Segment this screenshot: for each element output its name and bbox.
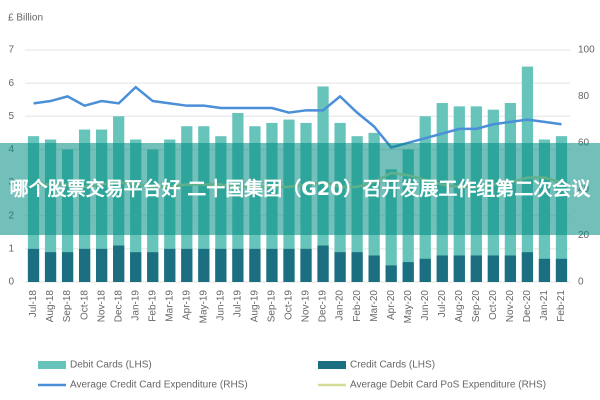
x-tick-label: Aug-20: [454, 290, 465, 323]
y2-tick-label: 0: [578, 277, 584, 288]
x-tick-label: Sep-20: [471, 290, 482, 323]
legend-swatch: [38, 361, 66, 369]
x-tick-label: Nov-18: [96, 290, 107, 323]
x-tick-label: Feb-19: [147, 290, 158, 322]
y2-tick-label: 80: [578, 91, 590, 102]
bar: [283, 248, 295, 282]
x-tick-label: Jan-20: [335, 290, 346, 321]
bar: [487, 255, 499, 282]
y2-tick-label: 20: [578, 230, 590, 241]
x-tick-label: Feb-20: [352, 290, 363, 322]
bar: [61, 252, 74, 282]
y-tick-label: 7: [8, 45, 14, 56]
x-tick-label: Oct-18: [79, 290, 90, 320]
bar: [215, 248, 227, 282]
y-tick-label: 1: [8, 243, 14, 254]
x-tick-label: Oct-20: [488, 290, 499, 320]
x-tick-label: Jan-21: [539, 290, 550, 321]
bar: [555, 258, 568, 282]
bar: [419, 258, 431, 282]
x-tick-label: Nov-19: [301, 290, 312, 323]
bar: [402, 262, 414, 282]
bar: [453, 255, 465, 282]
bar: [44, 252, 57, 282]
bar: [351, 252, 363, 282]
bar: [504, 255, 517, 282]
x-tick-label: Jul-18: [28, 290, 39, 318]
legend-label: Average Credit Card Expenditure (RHS): [70, 380, 248, 391]
x-tick-label: Aug-18: [45, 290, 56, 323]
bar: [181, 248, 193, 282]
y-tick-label: 5: [8, 111, 14, 122]
line: [33, 85, 562, 149]
bar: [521, 252, 534, 282]
overlay-banner: 哪个股票交易平台好 二十国集团（G20）召开发展工作组第二次会议: [0, 143, 600, 235]
legend-label: Debit Cards (LHS): [70, 360, 152, 371]
x-tick-label: Dec-18: [113, 290, 124, 323]
x-tick-label: Jan-19: [130, 290, 141, 321]
x-tick-label: Apr-19: [181, 290, 192, 320]
bar: [232, 248, 244, 282]
y-tick-label: 0: [8, 277, 14, 288]
y2-tick-label: 100: [578, 45, 595, 56]
bar: [436, 255, 448, 282]
x-tick-label: Apr-20: [386, 290, 397, 320]
x-tick-label: Jul-20: [437, 290, 448, 318]
bar: [113, 245, 125, 282]
bar: [147, 252, 159, 282]
bar: [470, 255, 482, 282]
overlay-text: 哪个股票交易平台好 二十国集团（G20）召开发展工作组第二次会议: [9, 178, 591, 200]
bar: [266, 248, 278, 282]
y-axis-label: £ Billion: [8, 13, 43, 24]
x-tick-label: Nov-20: [505, 290, 516, 323]
x-tick-label: Jun-19: [216, 290, 227, 321]
legend-swatch: [318, 361, 346, 369]
x-tick-label: Sep-19: [267, 290, 278, 323]
x-tick-label: Mar-19: [164, 290, 175, 322]
x-tick-label: Sep-18: [62, 290, 73, 323]
bar: [368, 255, 380, 282]
x-tick-label: Jul-19: [233, 290, 244, 318]
x-tick-label: Oct-19: [284, 290, 295, 320]
bar: [317, 245, 329, 282]
x-tick-label: Mar-20: [369, 290, 380, 322]
x-tick-label: Jun-20: [420, 290, 431, 321]
bar: [164, 248, 176, 282]
x-tick-label: May-19: [198, 290, 209, 324]
x-tick-label: May-20: [403, 290, 414, 324]
bar: [27, 248, 40, 282]
legend-label: Average Debit Card PoS Expenditure (RHS): [350, 380, 546, 391]
bar: [385, 265, 397, 282]
y2-tick-label: 60: [578, 137, 590, 148]
bar: [300, 248, 312, 282]
legend-label: Credit Cards (LHS): [350, 360, 435, 371]
x-tick-label: Aug-19: [250, 290, 261, 323]
bar: [78, 248, 91, 282]
bar: [96, 248, 108, 282]
bar: [538, 258, 551, 282]
x-tick-label: Dec-19: [318, 290, 329, 323]
x-tick-label: Dec-20: [522, 290, 533, 323]
y-tick-label: 6: [8, 78, 14, 89]
bar: [249, 248, 261, 282]
bar: [130, 252, 142, 282]
bar: [198, 248, 210, 282]
x-tick-label: Feb-21: [556, 290, 567, 322]
bar: [334, 252, 346, 282]
